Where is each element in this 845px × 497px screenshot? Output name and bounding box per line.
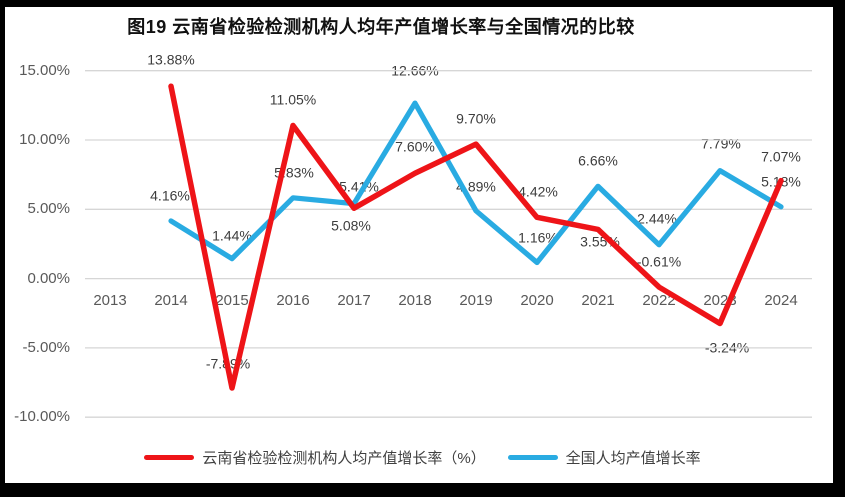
x-axis-tick-label: 2014 (154, 292, 188, 309)
x-axis-tick-label: 2017 (337, 292, 371, 309)
y-axis-tick-label: -5.00% (22, 338, 70, 356)
data-point-label: 4.16% (150, 187, 190, 204)
data-point-label: 1.16% (518, 229, 558, 246)
data-point-label: 11.05% (269, 91, 317, 108)
x-axis-tick-label: 2021 (581, 292, 615, 309)
data-point-label: 7.60% (395, 138, 435, 155)
chart-legend: 云南省检验检测机构人均产值增长率（%） 全国人均产值增长率 (0, 447, 845, 468)
data-point-label: 5.83% (274, 164, 314, 181)
data-point-label: 6.66% (578, 152, 618, 169)
data-point-label: -3.24% (704, 339, 750, 355)
data-point-label: 12.66% (391, 62, 439, 79)
data-point-label: -0.61% (636, 253, 682, 270)
x-axis-tick-label: 2019 (459, 292, 493, 309)
x-axis-tick-label: 2013 (93, 292, 127, 309)
x-axis-tick-label: 2016 (276, 292, 310, 309)
x-axis-tick-label: 2015 (215, 292, 249, 309)
data-point-label: 3.55% (580, 233, 620, 250)
y-axis-tick-label: 5.00% (27, 200, 70, 218)
yunnan-series-swatch (144, 455, 195, 460)
legend-item-national: 全国人均产值增长率 (507, 447, 701, 468)
data-point-label: 5.08% (331, 217, 371, 234)
x-axis-tick-label: 2023 (703, 292, 737, 309)
legend-item-yunnan: 云南省检验检测机构人均产值增长率（%） (144, 447, 486, 468)
national-series-swatch (507, 455, 558, 460)
x-axis-tick-label: 2024 (764, 292, 798, 309)
chart-title: 图19 云南省检验检测机构人均年产值增长率与全国情况的比较 (127, 17, 635, 37)
data-point-label: 7.79% (701, 135, 741, 152)
data-point-label: -7.89% (205, 355, 251, 372)
y-axis-tick-label: 0.00% (27, 269, 70, 287)
national-series-label: 全国人均产值增长率 (565, 450, 701, 467)
data-point-label: 2.44% (637, 210, 677, 227)
data-point-label: 4.89% (456, 178, 496, 195)
y-axis-tick-label: 15.00% (19, 61, 70, 79)
data-point-label: 5.18% (761, 173, 801, 190)
data-point-label: 7.07% (761, 148, 801, 165)
data-point-label: 4.42% (518, 183, 558, 200)
y-axis-tick-label: -10.00% (14, 408, 70, 426)
data-point-label: 1.44% (212, 227, 252, 244)
data-point-label: 9.70% (456, 110, 496, 127)
data-point-label: 13.88% (147, 51, 195, 68)
x-axis-tick-label: 2018 (398, 292, 432, 309)
data-point-label: 5.41% (339, 178, 379, 195)
x-axis-tick-label: 2022 (642, 292, 676, 309)
x-axis-tick-label: 2020 (520, 292, 554, 309)
y-axis-tick-label: 10.00% (19, 131, 70, 148)
yunnan-series-label: 云南省检验检测机构人均产值增长率（%） (202, 450, 486, 467)
